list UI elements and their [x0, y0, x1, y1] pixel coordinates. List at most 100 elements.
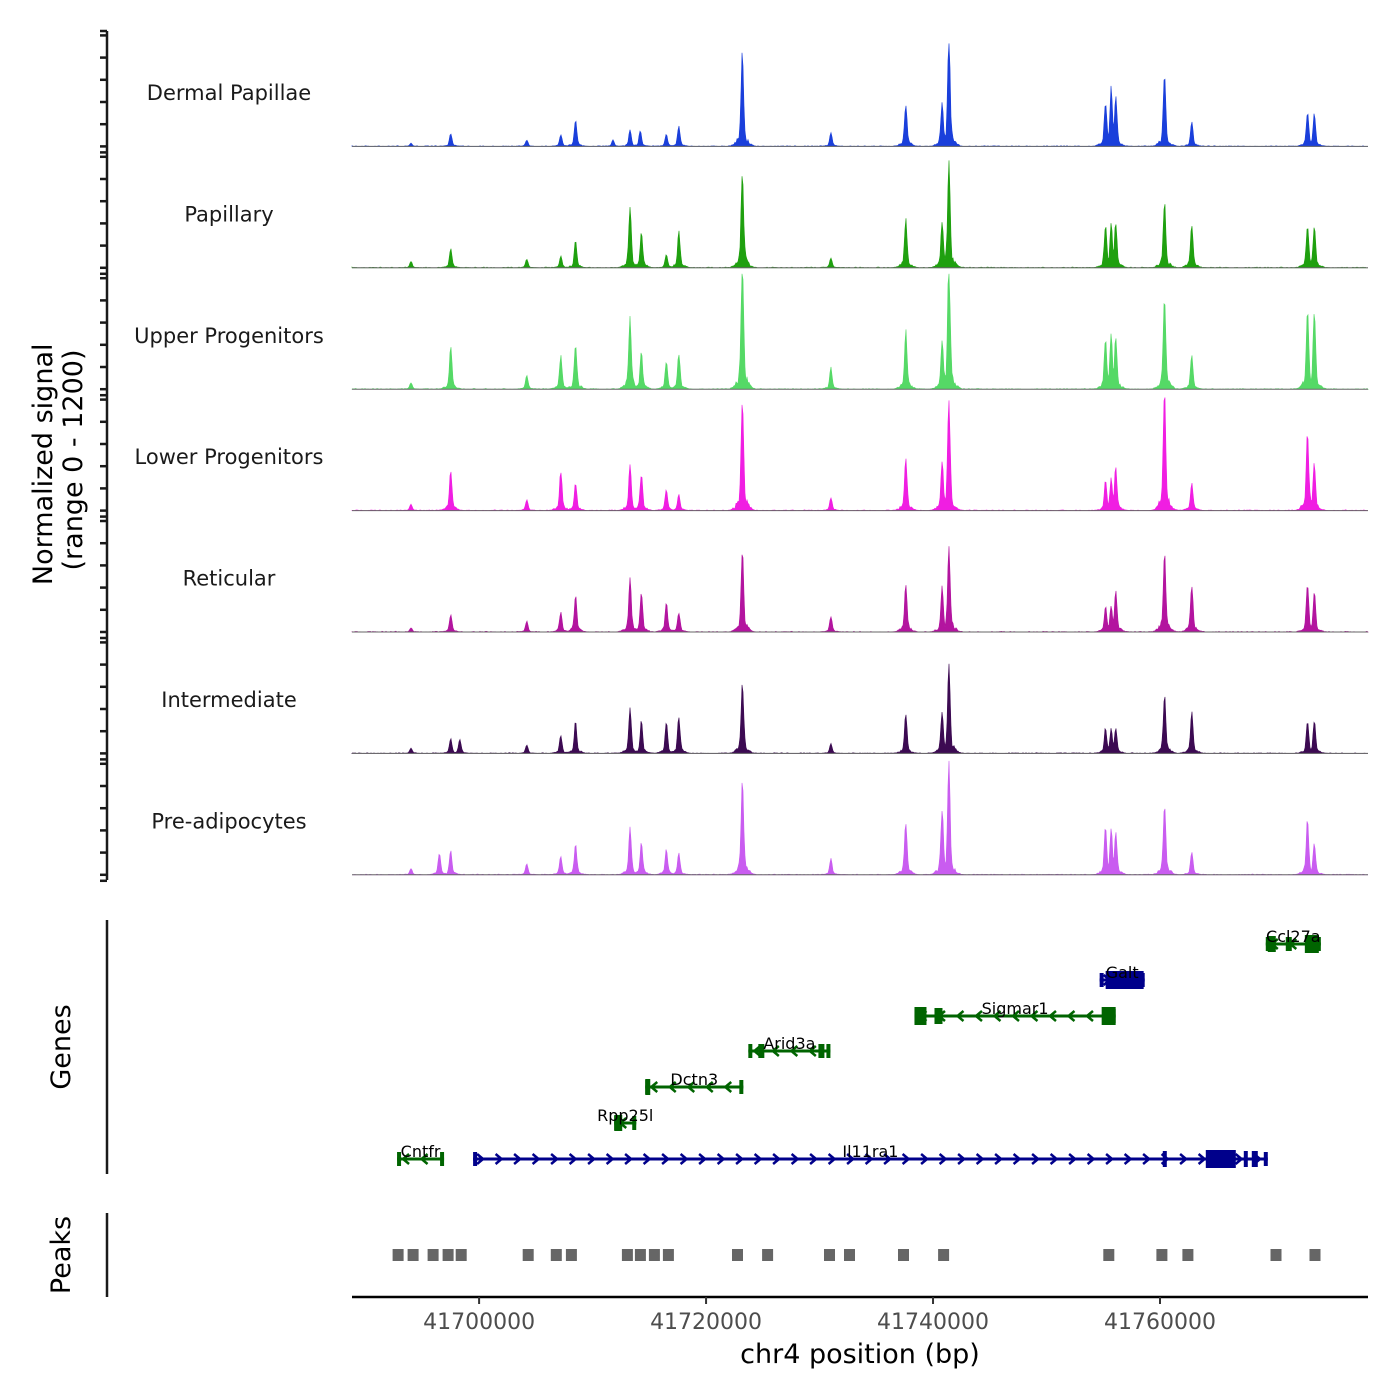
strand-arrow-icon	[686, 1081, 696, 1093]
peak-region	[392, 1249, 404, 1261]
peak-region	[1156, 1249, 1168, 1261]
strand-arrow-icon	[1048, 1010, 1057, 1022]
peak-region	[442, 1249, 454, 1261]
exon	[632, 1116, 637, 1130]
strand-arrow-icon	[723, 1081, 733, 1093]
exon	[1205, 1150, 1236, 1168]
peak-region	[427, 1249, 439, 1261]
strand-arrow-icon	[587, 1153, 597, 1165]
coverage-area	[351, 43, 1368, 147]
exon	[826, 1044, 831, 1058]
track-label: Upper Progenitors	[134, 324, 324, 348]
x-tick-label: 41720000	[650, 1310, 762, 1335]
coverage-track: Reticular	[183, 546, 1369, 633]
coverage-area	[351, 160, 1368, 269]
strand-arrow-icon	[704, 1081, 714, 1093]
peak-region	[844, 1249, 855, 1261]
strand-arrow-icon	[568, 1153, 578, 1165]
peaks-track	[392, 1249, 1321, 1261]
strand-arrow-icon	[605, 1153, 615, 1165]
strand-arrow-icon	[1031, 1153, 1041, 1165]
strand-arrow-icon	[1068, 1153, 1078, 1165]
track-label: Dermal Papillae	[147, 81, 311, 105]
strand-arrow-icon	[1197, 1153, 1207, 1165]
peaks-track-title: Peaks	[46, 1216, 77, 1294]
gene: Cntfr	[397, 1142, 445, 1166]
strand-arrow-icon	[1179, 1153, 1189, 1165]
coverage-track: Lower Progenitors	[135, 397, 1368, 512]
peak-region	[732, 1249, 743, 1261]
gene: Sigmar1	[914, 999, 1116, 1025]
exon	[1263, 1152, 1268, 1166]
strand-arrow-icon	[1029, 1010, 1039, 1022]
track-label: Pre-adipocytes	[151, 809, 306, 833]
coverage-area	[351, 663, 1368, 754]
peak-region	[621, 1249, 633, 1261]
strand-arrow-icon	[1123, 1153, 1133, 1165]
strand-arrow-icon	[1105, 1153, 1115, 1165]
strand-arrow-icon	[938, 1153, 948, 1165]
strand-arrow-icon	[716, 1153, 726, 1165]
gene-label: Rpp25l	[597, 1106, 653, 1125]
peak-region	[407, 1249, 419, 1261]
strand-arrow-icon	[753, 1153, 763, 1165]
exon	[758, 1044, 765, 1058]
y-title-line-2: (range 0 - 1200)	[58, 350, 89, 571]
strand-arrow-icon	[752, 1045, 762, 1057]
gene: Dctn3	[645, 1070, 744, 1095]
strand-arrow-icon	[807, 1045, 817, 1057]
exon	[818, 1044, 825, 1058]
strand-arrow-icon	[846, 1153, 856, 1165]
exon	[614, 1115, 623, 1131]
track-label: Papillary	[184, 202, 273, 226]
genes-track-title: Genes	[46, 1004, 77, 1089]
peak-region	[762, 1249, 774, 1261]
peak-region	[1309, 1249, 1321, 1261]
strand-arrow-icon	[667, 1081, 677, 1093]
x-tick-label: 41740000	[877, 1310, 989, 1335]
exon	[1285, 937, 1292, 951]
exon	[1162, 1151, 1167, 1167]
coverage-area	[351, 273, 1369, 390]
x-tick-label: 41760000	[1104, 1310, 1216, 1335]
exon	[1251, 1151, 1258, 1167]
exon	[1304, 935, 1319, 953]
coverage-track: Dermal Papillae	[147, 43, 1368, 147]
x-axis-ticks: 41700000 41720000 41740000 41760000	[423, 1297, 1216, 1335]
strand-arrow-icon	[698, 1153, 708, 1165]
peak-region	[824, 1249, 835, 1261]
strand-arrow-icon	[401, 1153, 410, 1165]
peak-region	[662, 1249, 674, 1261]
exon	[473, 1152, 478, 1166]
gene-label: Arid3a	[763, 1034, 815, 1053]
peak-region	[455, 1249, 467, 1261]
track-label: Intermediate	[161, 688, 297, 712]
strand-arrow-icon	[974, 1010, 983, 1022]
strand-arrow-icon	[550, 1153, 560, 1165]
exon	[1243, 1151, 1248, 1167]
strand-arrow-icon	[883, 1153, 893, 1165]
coverage-y-ticks	[100, 29, 107, 883]
coverage-y-axis-title: Normalized signal (range 0 - 1200)	[28, 335, 89, 585]
strand-arrow-icon	[649, 1081, 659, 1093]
strand-arrow-icon	[624, 1153, 634, 1165]
genes-track: Cntfr Il11ra1 Rpp25l Dctn3 Arid3a Sigmar1 Galt…	[397, 927, 1321, 1168]
x-axis-title: chr4 position (bp)	[740, 1339, 980, 1370]
coverage-area	[351, 397, 1368, 511]
strand-arrow-icon	[419, 1153, 429, 1165]
strand-arrow-icon	[642, 1153, 652, 1165]
x-tick-label: 41700000	[423, 1310, 535, 1335]
gene: Galt	[1099, 963, 1145, 989]
strand-arrow-icon	[809, 1153, 819, 1165]
gene-label: Dctn3	[670, 1070, 718, 1089]
peak-region	[565, 1249, 577, 1261]
strand-arrow-icon	[1234, 1153, 1244, 1165]
exon	[1105, 971, 1144, 989]
peak-region	[1103, 1249, 1115, 1261]
exon	[645, 1079, 651, 1095]
strand-arrow-icon	[513, 1153, 523, 1165]
strand-arrow-icon	[864, 1153, 874, 1165]
strand-arrow-icon	[1142, 1153, 1152, 1165]
coverage-area	[351, 546, 1369, 633]
